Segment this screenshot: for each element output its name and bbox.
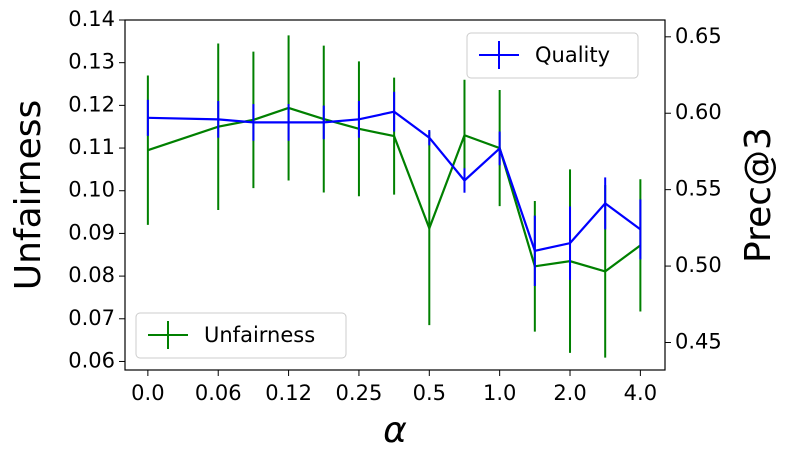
- x-axis-label: α: [383, 410, 407, 451]
- y2-tick-label: 0.60: [675, 100, 722, 124]
- y2-axis-label: Prec@3: [738, 127, 779, 263]
- series-line: [147, 110, 642, 253]
- legend-box: [466, 32, 639, 79]
- x-tick-label: 2.0: [553, 381, 586, 405]
- y-tick-label: 0.08: [68, 263, 115, 287]
- plot-frame: [124, 19, 666, 371]
- y-tick-label: 0.14: [68, 7, 115, 31]
- x-tick-label: 0.0: [131, 381, 164, 405]
- y-tick-label: 0.06: [68, 348, 115, 372]
- y2-tick-label: 0.45: [675, 329, 722, 353]
- x-tick-label: 0.5: [413, 381, 446, 405]
- x-tick-label: 0.25: [336, 381, 383, 405]
- y2-tick-label: 0.50: [675, 253, 722, 277]
- y-tick-label: 0.09: [68, 220, 115, 244]
- y-tick-label: 0.10: [68, 178, 115, 202]
- x-tick-label: 4.0: [624, 381, 657, 405]
- y2-tick-label: 0.55: [675, 177, 722, 201]
- legend-box: [135, 312, 347, 359]
- legend-label: Unfairness: [204, 323, 315, 347]
- x-tick-label: 0.12: [265, 381, 312, 405]
- y-axis-label: Unfairness: [8, 100, 49, 291]
- x-tick-label: 0.06: [195, 381, 242, 405]
- legend-label: Quality: [535, 43, 610, 67]
- y-tick-label: 0.13: [68, 50, 115, 74]
- y-tick-label: 0.12: [68, 92, 115, 116]
- y2-tick-label: 0.65: [675, 24, 722, 48]
- x-tick-label: 1.0: [483, 381, 516, 405]
- y-tick-label: 0.07: [68, 306, 115, 330]
- y-tick-label: 0.11: [68, 135, 115, 159]
- series-line: [147, 106, 642, 273]
